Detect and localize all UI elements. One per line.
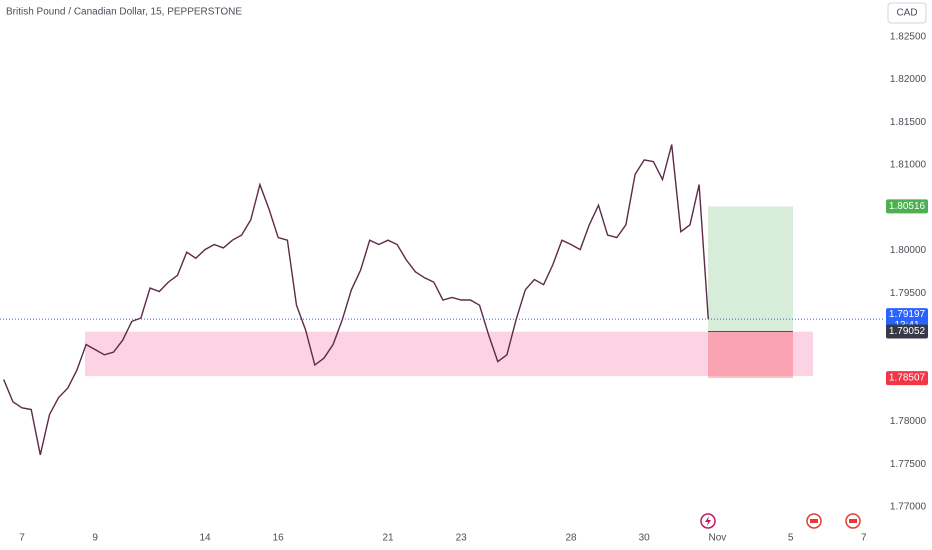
y-tick-label: 1.79500 <box>890 288 927 299</box>
y-tick-label: 1.78000 <box>890 416 927 427</box>
entry-tag-label: 1.79052 <box>889 326 926 337</box>
y-tick-label: 1.77500 <box>890 459 927 470</box>
entry-tag: 1.79052 <box>886 324 928 339</box>
x-tick-label: Nov <box>709 533 727 544</box>
support-zone <box>85 331 813 377</box>
event-icons <box>700 513 861 529</box>
profit-box <box>708 206 793 332</box>
entry-tag-bg <box>886 324 928 339</box>
take-profit-tag: 1.80516 <box>886 199 928 214</box>
x-tick-label: 9 <box>92 533 98 544</box>
stop-loss-tag-label: 1.78507 <box>889 373 926 384</box>
loss-box <box>708 331 793 379</box>
y-tick-label: 1.80000 <box>890 245 927 256</box>
event-icon-glyph <box>810 519 818 523</box>
take-profit-tag-label: 1.80516 <box>889 201 926 212</box>
currency-button[interactable] <box>887 2 927 24</box>
y-tick-label: 1.82500 <box>890 31 927 42</box>
y-tick-label: 1.81000 <box>890 160 927 171</box>
y-tick-label: 1.82000 <box>890 74 927 85</box>
x-tick-label: 16 <box>273 533 285 544</box>
event-icon[interactable] <box>845 513 861 529</box>
last-price-tag-label: 1.79197 <box>889 309 926 320</box>
chart-title: British Pound / Canadian Dollar, 15, PEP… <box>6 7 242 18</box>
take-profit-tag-bg <box>886 199 928 214</box>
x-tick-label: 14 <box>199 533 211 544</box>
x-tick-label: 7 <box>19 533 25 544</box>
stop-loss-tag-bg <box>886 371 928 386</box>
event-icon[interactable] <box>700 513 716 529</box>
y-tick-label: 1.81500 <box>890 117 927 128</box>
currency-label: CAD <box>896 8 917 19</box>
event-icon-glyph <box>849 519 857 523</box>
x-tick-label: 21 <box>382 533 394 544</box>
event-icon-glyph <box>705 516 711 526</box>
stop-loss-tag: 1.78507 <box>886 371 928 386</box>
x-tick-label: 28 <box>565 533 577 544</box>
x-tick-label: 5 <box>788 533 794 544</box>
y-tick-label: 1.77000 <box>890 502 927 513</box>
x-tick-label: 30 <box>639 533 651 544</box>
price-line <box>3 144 709 455</box>
x-tick-label: 7 <box>861 533 867 544</box>
x-tick-label: 23 <box>456 533 468 544</box>
event-icon[interactable] <box>806 513 822 529</box>
